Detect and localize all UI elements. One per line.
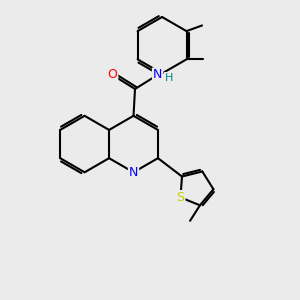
Text: N: N [129,166,138,179]
Text: O: O [107,68,117,81]
Text: N: N [153,68,162,81]
Text: H: H [165,73,173,83]
Text: S: S [176,191,184,204]
